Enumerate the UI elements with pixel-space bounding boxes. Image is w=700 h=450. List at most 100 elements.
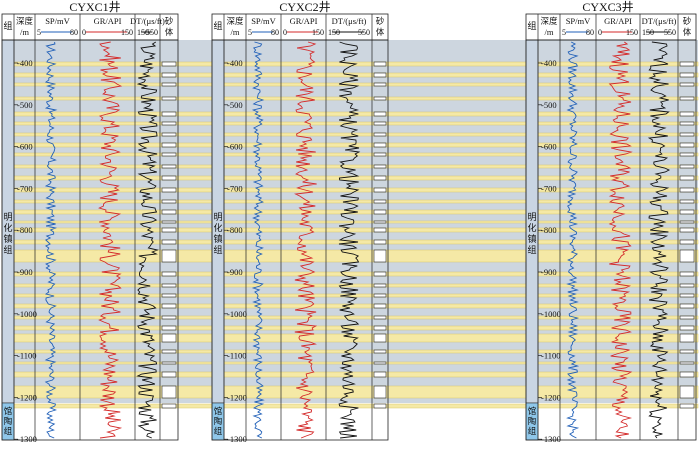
depth-tick-label: -1000 (541, 309, 561, 319)
formation-upper-label-char: 明 (213, 212, 222, 222)
sand-body-mark (161, 403, 177, 409)
header-gr: GR/API (290, 16, 318, 26)
sand-body-mark (679, 249, 695, 263)
sand-body-mark (161, 361, 177, 365)
sand-body-mark (161, 220, 177, 224)
formation-upper-label-char: 镇 (3, 233, 12, 244)
formation-lower-label-char: 馆 (214, 406, 223, 416)
formation-lower-label-char: 组 (528, 426, 537, 436)
sand-band-22 (1, 315, 699, 320)
formation-upper-label-char: 化 (3, 222, 12, 233)
header-depth: 深度 (540, 16, 558, 26)
sand-body-mark (161, 227, 177, 233)
header-gr: GR/API (604, 16, 632, 26)
header-dt: DT/(μs/ft) (642, 16, 677, 26)
depth-tick-label: -1200 (541, 392, 561, 402)
header-sp: SP/mV (251, 16, 276, 26)
depth-tick-label: -400 (541, 58, 557, 68)
sand-body-mark (161, 164, 177, 169)
sand-body-mark (679, 385, 695, 399)
sand-body-mark (373, 249, 387, 263)
well-body-border (211, 39, 389, 441)
sand-body-mark (373, 199, 387, 204)
depth-tick-label: -500 (17, 100, 33, 110)
sp-scale-min: 5 (248, 28, 252, 37)
sand-body-mark (161, 96, 177, 101)
gr-scale-max: 150 (312, 28, 324, 37)
sand-body-mark (679, 325, 695, 331)
sand-body-mark (679, 82, 695, 87)
depth-tick-label: -600 (17, 142, 33, 152)
depth-tick-label: -700 (541, 183, 557, 193)
formation-upper-label-char: 组 (213, 244, 222, 255)
sand-body-mark (679, 209, 695, 215)
sand-body-mark (679, 72, 695, 78)
sand-body-mark (373, 96, 387, 101)
well-body-border (525, 39, 697, 441)
sand-body-mark (161, 121, 177, 126)
header-sand-1: 砂 (165, 16, 174, 26)
depth-tick-label: -600 (227, 142, 243, 152)
well-body-border (1, 39, 179, 441)
formation-lower-label-char: 馆 (528, 406, 537, 416)
sand-body-mark (679, 333, 695, 343)
sand-body-mark (373, 385, 387, 399)
sand-body-mark (373, 227, 387, 233)
header-group: 组 (213, 20, 222, 31)
sand-body-mark (679, 121, 695, 126)
sp-scale-min: 5 (37, 28, 41, 37)
header-sand-1: 砂 (376, 16, 385, 26)
sand-body-mark (679, 187, 695, 193)
dt-scale-min: 150 (642, 28, 654, 37)
sand-body-mark (679, 142, 695, 148)
sand-body-mark (679, 271, 695, 277)
formation-upper-label-char: 镇 (213, 233, 222, 244)
formation-lower-label-char: 陶 (4, 416, 13, 426)
sand-body-mark (161, 61, 177, 67)
sand-body-mark (679, 303, 695, 309)
header-depth-unit: /m (545, 27, 554, 37)
sand-body-mark (373, 82, 387, 87)
depth-tick-label: -600 (541, 142, 557, 152)
sand-body-mark (679, 227, 695, 233)
sand-body-mark (161, 349, 177, 354)
well-title-cyxc3: CYXC3井 (582, 0, 633, 14)
depth-tick-label: -1200 (227, 392, 247, 402)
sand-body-mark (679, 371, 695, 378)
sand-body-mark (161, 333, 177, 343)
depth-tick-label: -1100 (227, 351, 247, 361)
well-panels: 组深度/mSP/mV GR/API DT/(μs/ft) 砂体5 80 0 150 15055… (1, 13, 697, 444)
sand-body-mark (161, 283, 177, 288)
header-sp: SP/mV (45, 16, 70, 26)
sand-body-mark (679, 315, 695, 320)
depth-tick-label: -1000 (17, 309, 37, 319)
sand-body-mark (161, 371, 177, 378)
depth-tick-label: -400 (17, 58, 33, 68)
sand-body-mark (373, 121, 387, 126)
sand-band-15 (1, 227, 699, 233)
sand-body-mark (161, 152, 177, 157)
sand-body-mark (161, 249, 177, 263)
sand-body-mark (679, 239, 695, 245)
sand-body-mark (373, 220, 387, 224)
sp-scale-min: 5 (562, 28, 566, 37)
header-sand-2: 体 (683, 27, 692, 37)
formation-lower-label-char: 馆 (4, 406, 13, 416)
well-header-box (1, 13, 179, 41)
header-dt: DT/(μs/ft) (130, 16, 165, 26)
sand-body-mark (373, 403, 387, 409)
depth-tick-label: -1000 (227, 309, 247, 319)
sand-band-24 (1, 333, 699, 343)
sand-band-17 (1, 249, 699, 263)
sand-body-mark (161, 175, 177, 181)
well-header-box (525, 13, 697, 41)
dt-curve (338, 41, 361, 439)
gr-scale-min: 0 (598, 28, 602, 37)
header-group: 组 (527, 20, 536, 31)
gr-scale-min: 0 (82, 28, 86, 37)
sand-body-mark (161, 239, 177, 245)
depth-tick-label: -700 (17, 183, 33, 193)
sand-body-mark (161, 271, 177, 277)
formation-lower-label-char: 陶 (214, 416, 223, 426)
depth-tick-label: -400 (227, 58, 243, 68)
